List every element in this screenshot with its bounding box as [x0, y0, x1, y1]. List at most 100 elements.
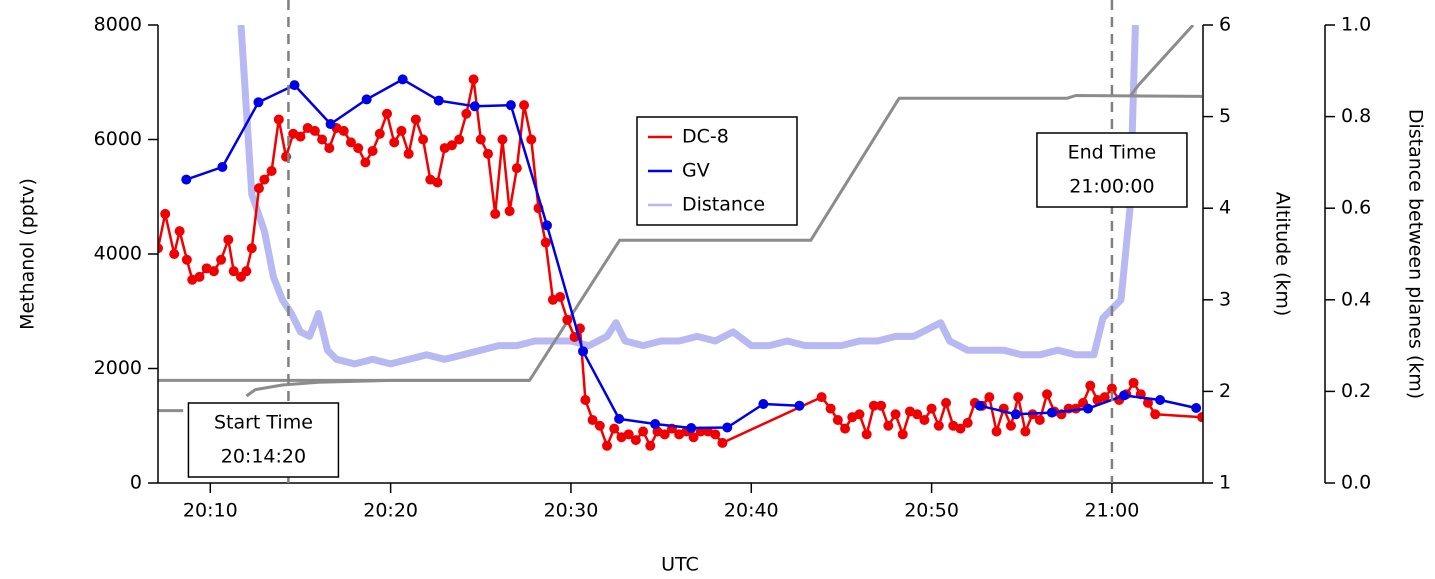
data-point [594, 420, 605, 431]
y3-tick-label: 0.4 [1341, 288, 1371, 310]
data-point [483, 148, 493, 159]
y2-tick-label: 1 [1219, 472, 1231, 494]
data-point [266, 165, 277, 176]
y2-tick-label: 6 [1219, 14, 1231, 36]
data-point [955, 423, 966, 434]
data-point [984, 392, 995, 403]
data-point [253, 97, 264, 108]
data-point [160, 208, 171, 219]
data-point [1042, 389, 1053, 400]
data-point [325, 119, 336, 130]
data-point [246, 243, 257, 254]
data-point [868, 400, 879, 411]
series-line [237, 25, 1139, 368]
data-point [324, 143, 335, 154]
series-line [158, 25, 1195, 413]
data-point [825, 403, 836, 414]
data-point [686, 423, 697, 434]
y-tick-label: 8000 [94, 14, 142, 36]
data-point [623, 429, 634, 440]
legend-label: DC-8 [682, 126, 729, 148]
data-point [890, 409, 901, 420]
data-point [158, 243, 163, 254]
data-point [228, 266, 239, 277]
annotation-text: Start Time [214, 412, 313, 434]
y2-axis-label: Altitude (km) [1272, 192, 1294, 317]
data-point [181, 174, 192, 185]
annotation-text: 20:14:20 [221, 446, 306, 468]
data-point [396, 125, 407, 136]
data-point [1013, 392, 1024, 403]
y3-tick-label: 1.0 [1341, 14, 1371, 36]
data-point [876, 400, 887, 411]
data-point [854, 409, 865, 420]
data-point [555, 291, 566, 302]
data-point [1034, 415, 1045, 426]
y2-tick-label: 3 [1219, 288, 1231, 310]
data-point [454, 134, 465, 145]
data-point [309, 125, 320, 136]
data-point [1143, 397, 1153, 408]
y-tick-label: 4000 [94, 243, 142, 265]
data-point [361, 94, 372, 105]
data-point [578, 346, 589, 357]
data-point [223, 234, 234, 245]
data-point [345, 137, 356, 148]
data-point [1020, 426, 1031, 437]
y-tick-label: 6000 [94, 128, 142, 150]
data-point [832, 415, 843, 426]
data-point [338, 125, 349, 136]
data-point [194, 271, 205, 282]
data-point [710, 429, 721, 440]
data-point [360, 157, 371, 168]
y2-tick-label: 4 [1219, 197, 1231, 219]
x-tick-label: 20:50 [904, 500, 959, 522]
data-point [1106, 383, 1117, 394]
data-point [562, 314, 573, 325]
data-point [1085, 380, 1096, 391]
data-point [1005, 420, 1016, 431]
data-point [630, 435, 641, 446]
legend-label: Distance [682, 194, 765, 216]
data-point [208, 266, 219, 277]
data-point [717, 437, 728, 448]
data-point [1099, 392, 1110, 403]
data-point [962, 417, 973, 428]
data-point [410, 114, 421, 125]
data-point [397, 74, 408, 85]
x-tick-label: 21:00 [1085, 500, 1140, 522]
data-point [861, 429, 872, 440]
data-point [418, 134, 429, 145]
data-point [840, 423, 851, 434]
data-point [816, 392, 827, 403]
data-point [587, 415, 598, 426]
data-point [241, 266, 252, 277]
y3-tick-label: 0.2 [1341, 380, 1371, 402]
x-tick-label: 20:20 [363, 500, 418, 522]
data-point [912, 409, 923, 420]
annotation-box [1036, 132, 1188, 208]
data-point [490, 208, 501, 219]
data-point [217, 161, 228, 172]
y3-tick-label: 0.0 [1341, 472, 1371, 494]
data-point [883, 420, 894, 431]
data-point [941, 397, 952, 408]
data-point [216, 254, 227, 265]
data-point [1155, 394, 1166, 405]
data-point [1010, 409, 1021, 420]
data-point [273, 114, 284, 125]
data-point [541, 220, 552, 231]
data-point [580, 394, 591, 405]
series-line [158, 94, 1203, 382]
data-point [991, 426, 1002, 437]
y3-tick-label: 0.8 [1341, 105, 1371, 127]
y2-tick-label: 5 [1219, 105, 1231, 127]
data-point [253, 183, 264, 194]
data-point [1150, 409, 1161, 420]
data-point [926, 403, 937, 414]
data-point [1046, 407, 1057, 418]
data-point [645, 440, 656, 451]
data-point [432, 177, 443, 188]
data-point [259, 174, 270, 185]
